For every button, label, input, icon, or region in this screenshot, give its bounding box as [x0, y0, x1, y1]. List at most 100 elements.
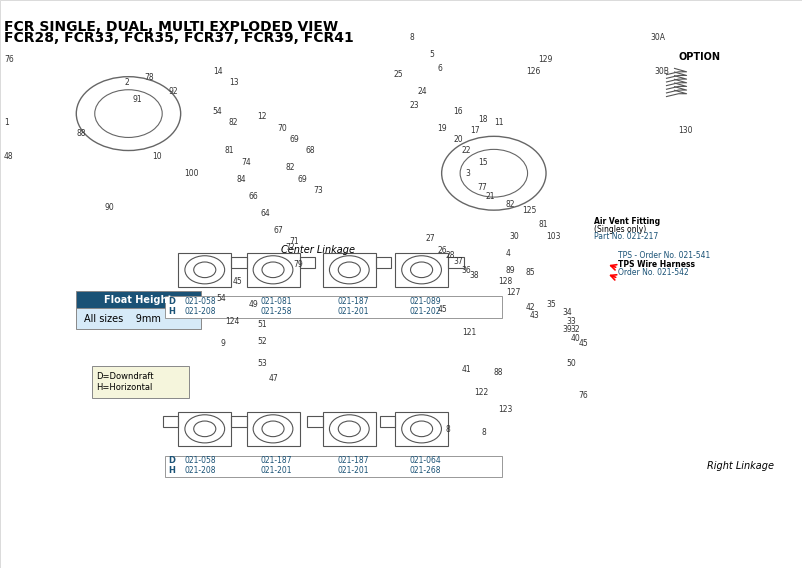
Text: 3: 3	[465, 169, 470, 178]
Text: 48: 48	[4, 152, 14, 161]
Text: 76: 76	[4, 56, 14, 65]
Text: 18: 18	[477, 115, 487, 124]
Text: 66: 66	[249, 192, 258, 201]
Text: 74: 74	[241, 158, 250, 167]
Text: 6: 6	[437, 64, 442, 73]
Text: 49: 49	[249, 300, 258, 309]
Text: 17: 17	[469, 127, 479, 136]
Text: 021-208: 021-208	[184, 307, 216, 316]
Text: Center Linkage: Center Linkage	[281, 245, 354, 255]
Text: TPS - Order No. 021-541: TPS - Order No. 021-541	[618, 252, 710, 261]
Text: 124: 124	[225, 317, 239, 326]
Text: 27: 27	[425, 235, 435, 244]
FancyBboxPatch shape	[76, 308, 200, 329]
Text: 69: 69	[289, 135, 298, 144]
Text: 30A: 30A	[650, 33, 665, 42]
Text: 100: 100	[184, 169, 199, 178]
FancyBboxPatch shape	[164, 296, 501, 318]
Text: 2: 2	[124, 78, 129, 87]
Text: FCR28, FCR33, FCR35, FCR37, FCR39, FCR41: FCR28, FCR33, FCR35, FCR37, FCR39, FCR41	[4, 31, 354, 45]
Text: 16: 16	[453, 107, 463, 116]
Text: 89: 89	[505, 266, 515, 275]
Text: H=Horizontal: H=Horizontal	[96, 383, 152, 392]
Text: 10: 10	[152, 152, 162, 161]
Text: 4: 4	[505, 249, 510, 258]
Text: 021-258: 021-258	[261, 307, 292, 316]
Text: 021-268: 021-268	[409, 466, 440, 475]
Text: 85: 85	[525, 269, 535, 278]
Text: 127: 127	[505, 289, 520, 298]
Text: 70: 70	[277, 124, 286, 133]
Text: D=Downdraft: D=Downdraft	[96, 371, 154, 381]
Text: 021-187: 021-187	[337, 456, 368, 465]
Text: 71: 71	[289, 237, 298, 247]
Text: 121: 121	[461, 328, 476, 337]
Text: 72: 72	[285, 243, 294, 252]
Text: 88: 88	[76, 130, 86, 139]
Text: 76: 76	[577, 391, 587, 400]
Text: 81: 81	[225, 147, 234, 156]
Text: 92: 92	[168, 87, 178, 96]
Text: 54: 54	[217, 294, 226, 303]
Text: 021-202: 021-202	[409, 307, 440, 316]
Text: 36: 36	[461, 266, 471, 275]
Text: 125: 125	[521, 206, 536, 215]
Text: 67: 67	[273, 226, 282, 235]
Text: 8: 8	[445, 425, 450, 434]
Text: 30B: 30B	[654, 67, 669, 76]
Text: D: D	[168, 297, 176, 306]
Text: 41: 41	[461, 365, 471, 374]
Text: 15: 15	[477, 158, 487, 167]
Text: 45: 45	[577, 340, 587, 349]
Text: OPTION: OPTION	[678, 52, 719, 62]
FancyBboxPatch shape	[92, 366, 188, 398]
Text: 021-208: 021-208	[184, 466, 216, 475]
Text: 126: 126	[525, 67, 540, 76]
Text: Float Height: Float Height	[104, 295, 172, 306]
Text: 51: 51	[257, 320, 266, 329]
Text: H: H	[168, 466, 176, 475]
Text: TPS Wire Harness: TPS Wire Harness	[618, 260, 695, 269]
Text: D: D	[168, 456, 176, 465]
Text: 1: 1	[4, 118, 9, 127]
Text: 021-201: 021-201	[337, 466, 368, 475]
Text: 20: 20	[453, 135, 463, 144]
Text: 42: 42	[525, 303, 535, 312]
Text: 021-089: 021-089	[409, 297, 440, 306]
Text: 45: 45	[233, 277, 242, 286]
Text: 021-201: 021-201	[337, 307, 368, 316]
Text: 79: 79	[293, 260, 302, 269]
Text: 021-064: 021-064	[409, 456, 441, 465]
Text: 33: 33	[565, 317, 575, 326]
Text: 23: 23	[409, 101, 419, 110]
Text: 103: 103	[545, 232, 560, 241]
Text: 81: 81	[537, 220, 547, 229]
Text: 35: 35	[545, 300, 555, 309]
Text: 77: 77	[477, 183, 487, 193]
Text: 43: 43	[529, 311, 539, 320]
Text: 47: 47	[269, 374, 278, 383]
Text: 122: 122	[473, 388, 488, 397]
Text: Part No. 021-217: Part No. 021-217	[593, 232, 658, 241]
Text: H: H	[168, 307, 176, 316]
Text: FCR SINGLE, DUAL, MULTI EXPLODED VIEW: FCR SINGLE, DUAL, MULTI EXPLODED VIEW	[4, 20, 338, 34]
Text: 52: 52	[257, 337, 266, 346]
Text: 38: 38	[469, 272, 479, 281]
Text: 19: 19	[437, 124, 447, 133]
Text: Air Vent Fitting: Air Vent Fitting	[593, 218, 659, 227]
Text: 14: 14	[213, 67, 222, 76]
Text: 64: 64	[261, 209, 270, 218]
Text: 25: 25	[393, 70, 403, 79]
FancyBboxPatch shape	[76, 291, 200, 310]
Text: 45: 45	[437, 306, 447, 315]
Text: 40: 40	[569, 334, 579, 343]
Text: 82: 82	[505, 201, 515, 210]
Text: 88: 88	[493, 368, 503, 377]
Text: 82: 82	[229, 118, 238, 127]
Text: 8: 8	[409, 33, 414, 42]
Text: 32: 32	[569, 325, 579, 335]
Text: 11: 11	[493, 118, 503, 127]
Text: 78: 78	[144, 73, 154, 82]
Text: 021-058: 021-058	[184, 456, 216, 465]
Text: 021-081: 021-081	[261, 297, 292, 306]
